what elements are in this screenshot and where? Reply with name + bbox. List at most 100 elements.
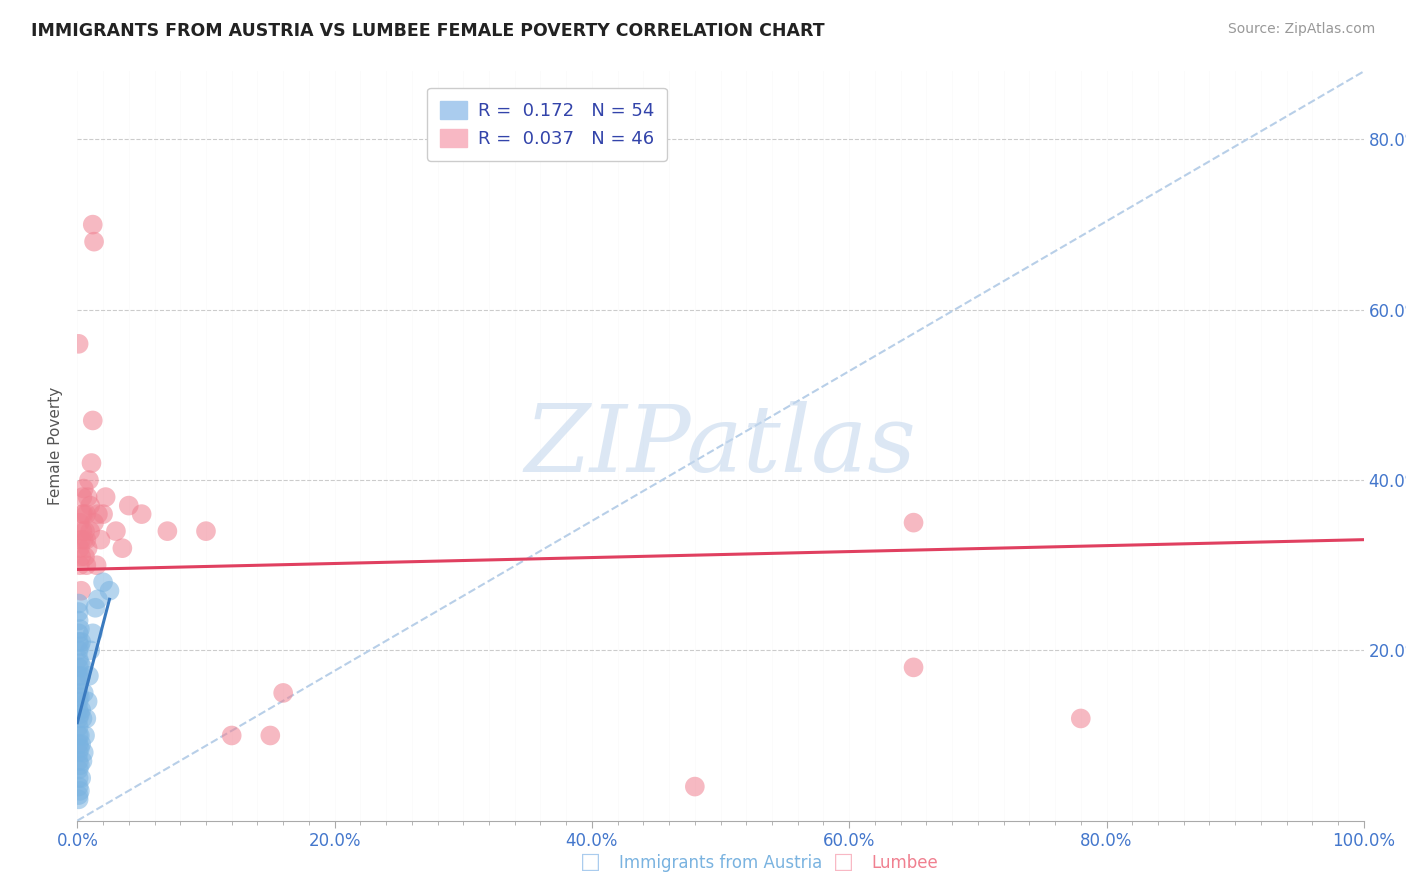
Point bbox=[67, 792, 90, 806]
Point bbox=[82, 626, 104, 640]
Point bbox=[94, 490, 117, 504]
Point bbox=[76, 541, 98, 556]
Point bbox=[76, 694, 98, 708]
Point bbox=[67, 669, 90, 683]
Point bbox=[271, 686, 294, 700]
Point bbox=[67, 763, 90, 777]
Point bbox=[70, 703, 93, 717]
Text: Immigrants from Austria: Immigrants from Austria bbox=[619, 855, 823, 872]
Point bbox=[683, 780, 706, 794]
Point bbox=[67, 711, 90, 725]
Point bbox=[104, 524, 127, 538]
Text: □: □ bbox=[834, 853, 853, 872]
Point bbox=[67, 703, 90, 717]
Point bbox=[67, 336, 90, 351]
Point bbox=[70, 771, 93, 785]
Point bbox=[67, 660, 90, 674]
Point bbox=[72, 507, 94, 521]
Point bbox=[67, 746, 90, 760]
Point bbox=[73, 729, 96, 743]
Point bbox=[91, 507, 114, 521]
Point bbox=[69, 516, 91, 530]
Point bbox=[1070, 711, 1092, 725]
Point bbox=[70, 669, 93, 683]
Point bbox=[70, 533, 93, 547]
Point bbox=[69, 729, 91, 743]
Point bbox=[89, 533, 111, 547]
Point bbox=[79, 499, 101, 513]
Point bbox=[67, 788, 90, 802]
Point bbox=[73, 746, 96, 760]
Text: IMMIGRANTS FROM AUSTRIA VS LUMBEE FEMALE POVERTY CORRELATION CHART: IMMIGRANTS FROM AUSTRIA VS LUMBEE FEMALE… bbox=[31, 22, 824, 40]
Point bbox=[67, 754, 90, 768]
Point bbox=[73, 507, 96, 521]
Point bbox=[76, 490, 98, 504]
Point bbox=[72, 754, 94, 768]
Legend: R =  0.172   N = 54, R =  0.037   N = 46: R = 0.172 N = 54, R = 0.037 N = 46 bbox=[427, 88, 666, 161]
Point bbox=[69, 673, 91, 688]
Point bbox=[131, 507, 153, 521]
Point bbox=[69, 707, 91, 722]
Point bbox=[194, 524, 217, 538]
Point bbox=[67, 729, 90, 743]
Point bbox=[72, 524, 94, 538]
Point bbox=[903, 660, 925, 674]
Point bbox=[69, 622, 91, 636]
Text: Source: ZipAtlas.com: Source: ZipAtlas.com bbox=[1227, 22, 1375, 37]
Point bbox=[903, 516, 925, 530]
Point bbox=[75, 558, 97, 573]
Point bbox=[118, 499, 141, 513]
Point bbox=[69, 784, 91, 798]
Point bbox=[69, 690, 91, 705]
Point bbox=[79, 524, 101, 538]
Point bbox=[82, 218, 104, 232]
Point bbox=[70, 737, 93, 751]
Point bbox=[86, 558, 108, 573]
Text: □: □ bbox=[581, 853, 600, 872]
Point bbox=[69, 656, 91, 670]
Point bbox=[73, 533, 96, 547]
Point bbox=[87, 592, 110, 607]
Point bbox=[75, 507, 97, 521]
Point bbox=[67, 626, 90, 640]
Point bbox=[75, 533, 97, 547]
Point bbox=[156, 524, 179, 538]
Point bbox=[69, 639, 91, 653]
Point bbox=[67, 780, 90, 794]
Point bbox=[83, 516, 105, 530]
Point bbox=[67, 635, 90, 649]
Point bbox=[82, 413, 104, 427]
Point bbox=[73, 549, 96, 564]
Point bbox=[67, 605, 90, 619]
Point bbox=[67, 677, 90, 691]
Point bbox=[67, 737, 90, 751]
Point bbox=[69, 741, 91, 756]
Point bbox=[70, 583, 93, 598]
Point bbox=[70, 635, 93, 649]
Point bbox=[67, 643, 90, 657]
Point bbox=[73, 524, 96, 538]
Point bbox=[67, 720, 90, 734]
Point bbox=[80, 456, 103, 470]
Point bbox=[69, 758, 91, 772]
Point bbox=[83, 235, 105, 249]
Point bbox=[84, 600, 107, 615]
Point bbox=[67, 652, 90, 666]
Point bbox=[69, 541, 91, 556]
Point bbox=[221, 729, 243, 743]
Point bbox=[73, 686, 96, 700]
Point bbox=[72, 660, 94, 674]
Point bbox=[77, 473, 100, 487]
Point bbox=[67, 614, 90, 628]
Point bbox=[77, 669, 100, 683]
Point bbox=[72, 490, 94, 504]
Text: Lumbee: Lumbee bbox=[872, 855, 938, 872]
Point bbox=[70, 549, 93, 564]
Point bbox=[67, 771, 90, 785]
Point bbox=[259, 729, 281, 743]
Point bbox=[67, 694, 90, 708]
Point bbox=[67, 686, 90, 700]
Point bbox=[91, 575, 114, 590]
Y-axis label: Female Poverty: Female Poverty bbox=[48, 387, 63, 505]
Point bbox=[69, 558, 91, 573]
